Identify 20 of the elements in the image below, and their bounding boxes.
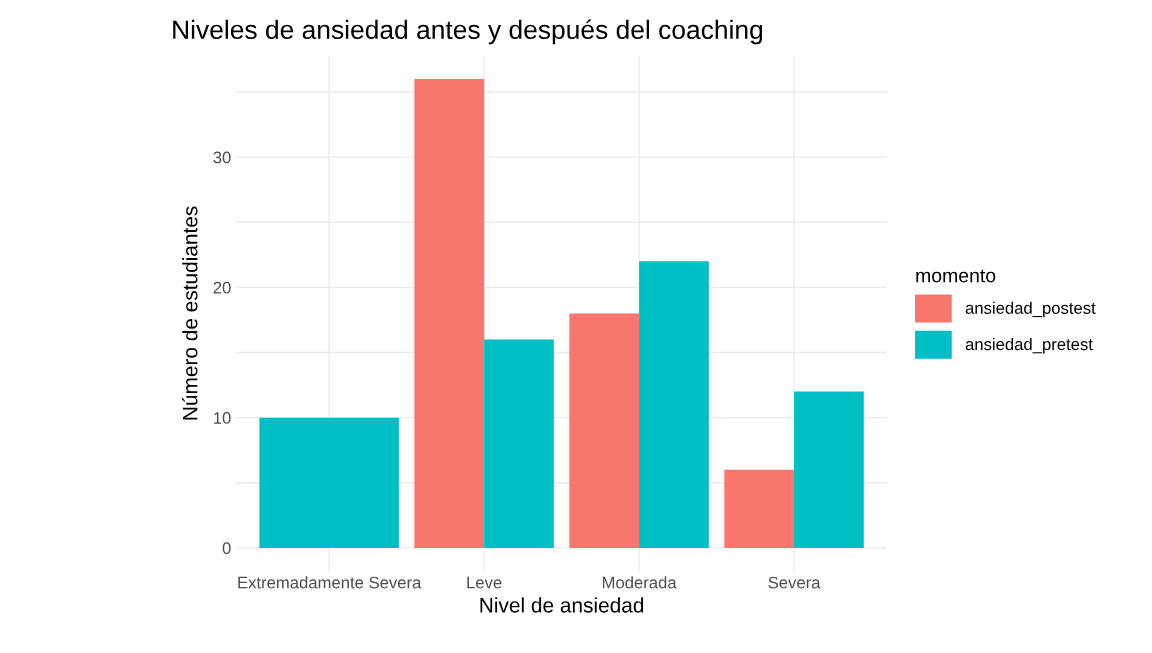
x-tick-label: Extremadamente Severa	[238, 576, 422, 589]
y-tick-label: 10	[214, 412, 231, 424]
x-axis-title: Nivel de ansiedad	[480, 597, 644, 613]
y-axis-title: Número de estudiantes	[181, 206, 198, 420]
x-tick-label: Severa	[768, 576, 821, 589]
legend-label: ansiedad_pretest	[965, 337, 1093, 354]
y-tick-label: 30	[213, 151, 231, 164]
bar	[724, 469, 795, 548]
bar	[569, 313, 640, 548]
legend-title: momento	[916, 269, 996, 283]
x-tick-label: Leve	[467, 576, 502, 589]
legend-label: ansiedad_postest	[965, 301, 1096, 318]
y-tick-label: 20	[213, 281, 231, 294]
x-tick-label: Moderada	[602, 576, 677, 589]
y-tick-label: 0	[222, 542, 231, 555]
bar	[639, 261, 709, 548]
bar	[414, 78, 485, 548]
chart-title: Niveles de ansiedad antes y después del coaching	[173, 19, 763, 45]
bar	[794, 391, 864, 548]
bar	[484, 339, 554, 548]
